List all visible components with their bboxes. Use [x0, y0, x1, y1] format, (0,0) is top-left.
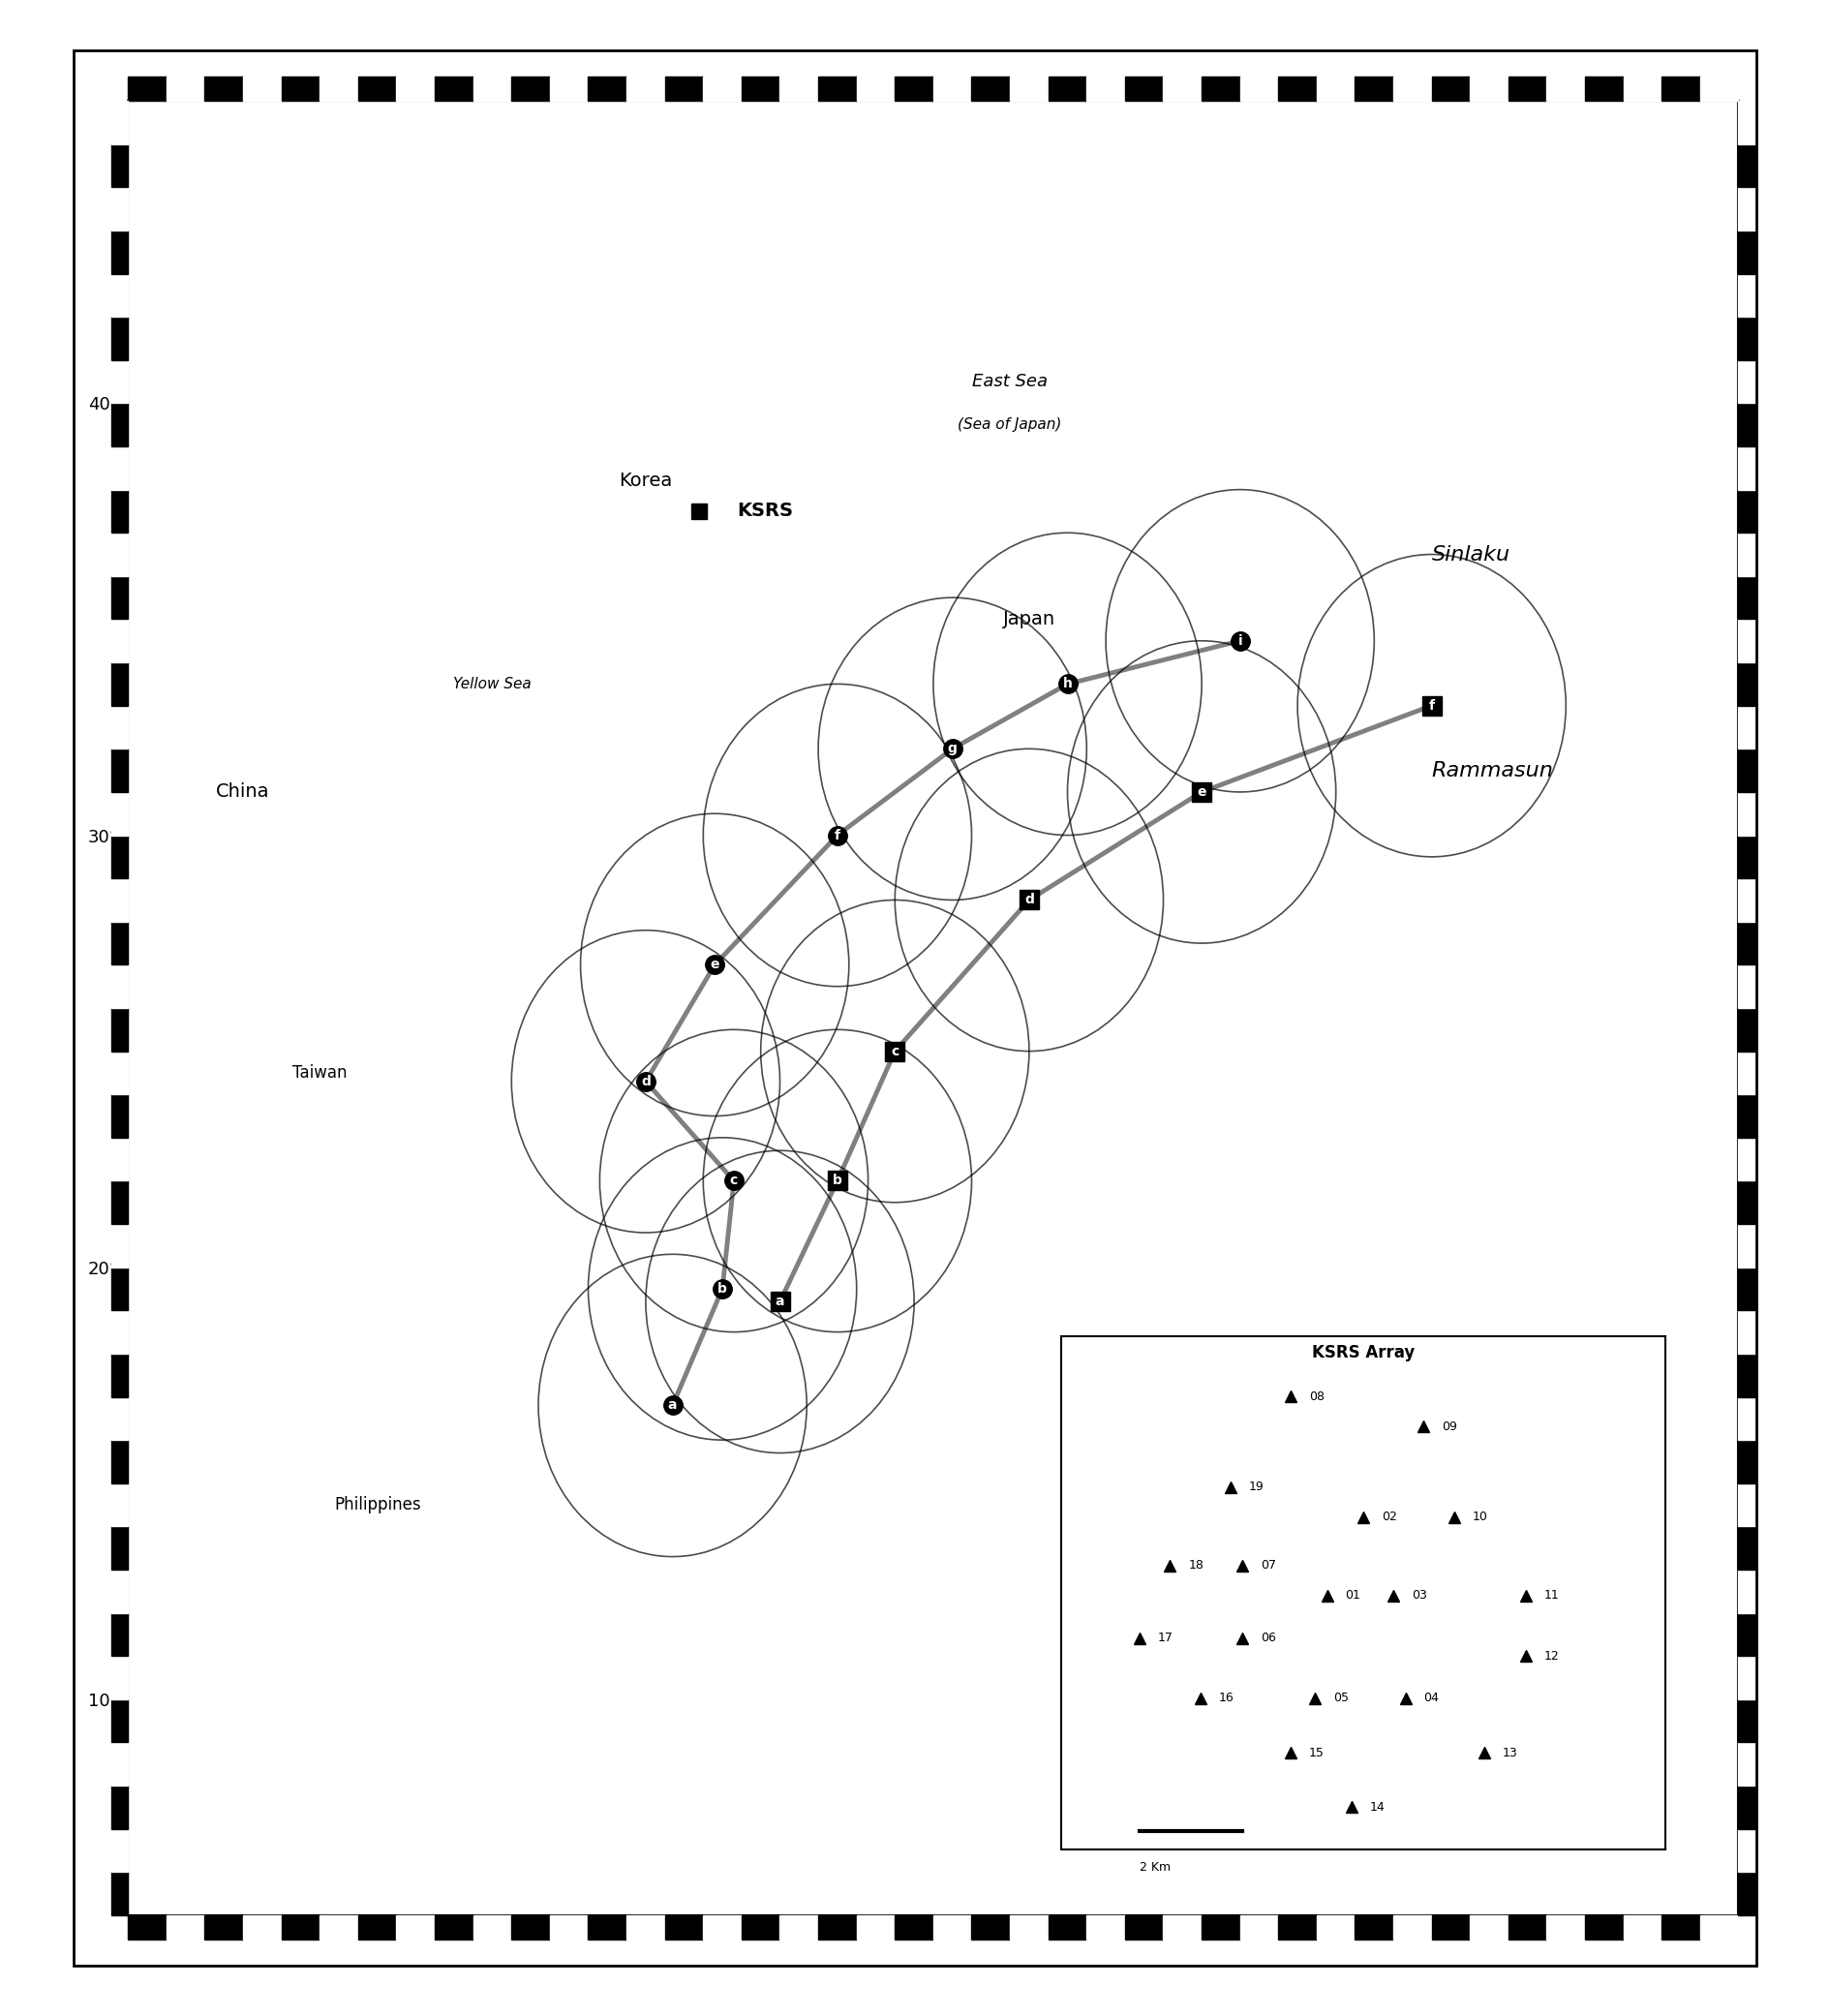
- Text: KSRS Array: KSRS Array: [1311, 1345, 1414, 1361]
- Text: g: g: [947, 742, 957, 756]
- Text: (Sea of Japan): (Sea of Japan): [957, 417, 1061, 431]
- Text: KSRS: KSRS: [737, 502, 792, 520]
- Text: Philippines: Philippines: [333, 1496, 421, 1514]
- Text: 03: 03: [1410, 1589, 1427, 1603]
- Text: d: d: [640, 1075, 649, 1089]
- Text: 02: 02: [1381, 1510, 1396, 1524]
- Text: 19: 19: [1247, 1480, 1264, 1494]
- Text: 14: 14: [1368, 1800, 1385, 1812]
- Text: 05: 05: [1332, 1691, 1348, 1706]
- Text: h: h: [1063, 677, 1072, 691]
- Text: Taiwan: Taiwan: [293, 1064, 348, 1081]
- Text: China: China: [216, 782, 271, 800]
- Text: 08: 08: [1308, 1391, 1324, 1403]
- Text: East Sea: East Sea: [971, 373, 1048, 391]
- Text: 01: 01: [1344, 1589, 1359, 1603]
- Text: b: b: [717, 1282, 726, 1296]
- Text: a: a: [668, 1399, 677, 1413]
- Text: i: i: [1236, 633, 1242, 647]
- Text: Korea: Korea: [618, 472, 671, 490]
- Text: 17: 17: [1158, 1631, 1172, 1645]
- Text: e: e: [710, 958, 719, 972]
- Text: Japan: Japan: [1002, 611, 1055, 629]
- Text: 12: 12: [1544, 1649, 1558, 1663]
- Text: Rammasun: Rammasun: [1430, 760, 1553, 780]
- Text: 10: 10: [1471, 1510, 1487, 1524]
- Text: Sinlaku: Sinlaku: [1430, 544, 1509, 564]
- Text: c: c: [891, 1044, 898, 1058]
- Text: 09: 09: [1441, 1419, 1456, 1433]
- Text: f: f: [834, 829, 840, 843]
- Text: e: e: [1196, 784, 1205, 798]
- Text: a: a: [775, 1294, 785, 1308]
- Text: 18: 18: [1187, 1558, 1203, 1572]
- Text: Yellow Sea: Yellow Sea: [454, 677, 530, 691]
- Text: 04: 04: [1423, 1691, 1438, 1706]
- Text: 07: 07: [1260, 1558, 1275, 1572]
- Text: 2 Km: 2 Km: [1139, 1861, 1171, 1875]
- Text: f: f: [1428, 700, 1434, 712]
- Text: 15: 15: [1308, 1746, 1324, 1760]
- Text: b: b: [832, 1173, 841, 1187]
- Text: c: c: [730, 1173, 737, 1187]
- Text: 11: 11: [1544, 1589, 1558, 1603]
- Text: 16: 16: [1218, 1691, 1233, 1706]
- Text: 13: 13: [1502, 1746, 1516, 1760]
- Text: 06: 06: [1260, 1631, 1275, 1645]
- Text: d: d: [1024, 893, 1033, 907]
